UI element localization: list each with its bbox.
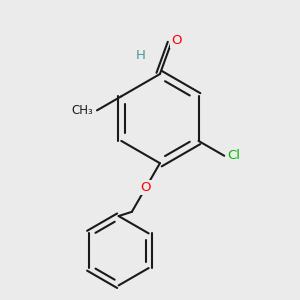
Text: O: O [141, 181, 151, 194]
Text: H: H [136, 50, 146, 62]
Text: CH₃: CH₃ [71, 104, 93, 117]
Text: O: O [171, 34, 181, 47]
Text: Cl: Cl [228, 149, 241, 162]
